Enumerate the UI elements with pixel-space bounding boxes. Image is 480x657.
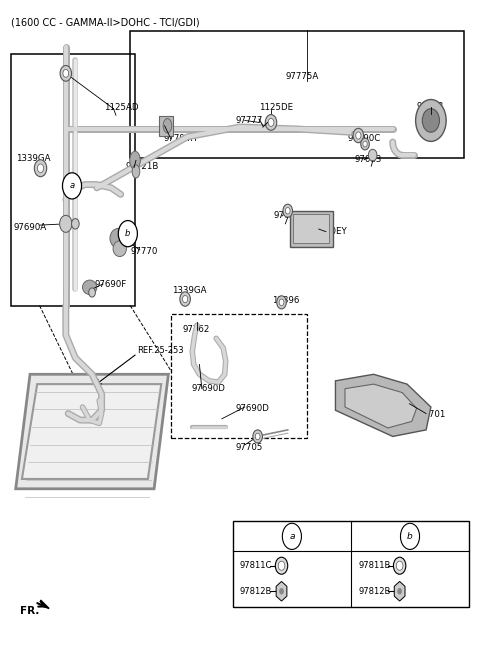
Text: 97811B: 97811B <box>358 561 391 570</box>
Circle shape <box>400 523 420 549</box>
Bar <box>233 522 469 606</box>
Circle shape <box>285 208 290 214</box>
Text: 97812B: 97812B <box>358 587 391 596</box>
Polygon shape <box>345 384 417 428</box>
Circle shape <box>396 561 403 570</box>
Text: 13396: 13396 <box>272 296 300 305</box>
Text: 97690D: 97690D <box>192 384 225 393</box>
Circle shape <box>118 221 137 247</box>
Text: FR.: FR. <box>20 606 39 616</box>
Text: 1339GA: 1339GA <box>16 154 50 163</box>
Circle shape <box>361 138 369 150</box>
Bar <box>171 314 307 438</box>
Circle shape <box>60 215 72 233</box>
Bar <box>11 54 135 306</box>
Text: 1140EY: 1140EY <box>314 227 347 236</box>
Circle shape <box>422 108 440 132</box>
Ellipse shape <box>113 241 126 256</box>
Circle shape <box>279 588 284 595</box>
Circle shape <box>265 114 277 130</box>
Ellipse shape <box>83 280 97 294</box>
Text: 97812B: 97812B <box>240 587 272 596</box>
Circle shape <box>276 557 288 574</box>
Circle shape <box>37 164 44 173</box>
Circle shape <box>277 296 286 309</box>
Text: 97705: 97705 <box>235 443 263 452</box>
Polygon shape <box>394 581 405 601</box>
Circle shape <box>283 204 292 217</box>
Circle shape <box>63 70 69 78</box>
Text: a: a <box>70 181 74 191</box>
Text: 97762: 97762 <box>183 325 210 334</box>
Circle shape <box>363 141 367 147</box>
Text: b: b <box>125 229 131 238</box>
Text: b: b <box>407 532 413 541</box>
Circle shape <box>394 557 406 574</box>
Text: 97777: 97777 <box>235 116 263 125</box>
Circle shape <box>180 292 191 306</box>
Circle shape <box>60 66 72 81</box>
Bar <box>130 31 464 158</box>
Circle shape <box>279 299 284 306</box>
Text: 97794H: 97794H <box>164 134 197 143</box>
Polygon shape <box>16 374 168 489</box>
Circle shape <box>182 296 188 303</box>
Text: 97690A: 97690A <box>13 223 47 232</box>
Text: 97811C: 97811C <box>240 561 272 570</box>
Polygon shape <box>336 374 431 436</box>
Circle shape <box>353 128 364 143</box>
Text: 97770: 97770 <box>130 247 157 256</box>
Circle shape <box>34 160 47 177</box>
Circle shape <box>255 433 260 440</box>
Circle shape <box>72 219 79 229</box>
Polygon shape <box>276 581 287 601</box>
Bar <box>290 211 333 247</box>
Text: (1600 CC - GAMMA-II>DOHC - TCI/GDI): (1600 CC - GAMMA-II>DOHC - TCI/GDI) <box>11 18 200 28</box>
Text: 97690D: 97690D <box>235 404 269 413</box>
Text: 97623: 97623 <box>417 102 444 110</box>
Text: 1125AD: 1125AD <box>104 103 139 112</box>
Ellipse shape <box>130 151 140 170</box>
Circle shape <box>268 118 274 126</box>
Text: 97775A: 97775A <box>285 72 319 81</box>
Text: 97083: 97083 <box>355 155 382 164</box>
Circle shape <box>368 149 377 161</box>
Text: 97690C: 97690C <box>348 134 381 143</box>
Ellipse shape <box>110 229 127 248</box>
Circle shape <box>282 523 301 549</box>
Circle shape <box>62 173 82 199</box>
Text: 97701: 97701 <box>419 411 446 419</box>
Text: 1125DE: 1125DE <box>259 103 293 112</box>
Text: REF.25-253: REF.25-253 <box>137 346 184 355</box>
Polygon shape <box>22 384 161 479</box>
Text: 1339GA: 1339GA <box>172 286 207 295</box>
Circle shape <box>253 430 263 443</box>
Text: a: a <box>289 532 295 541</box>
Bar <box>293 214 329 244</box>
Ellipse shape <box>132 165 140 178</box>
Ellipse shape <box>163 118 172 133</box>
Text: 97690F: 97690F <box>95 279 127 288</box>
Polygon shape <box>40 600 49 608</box>
Circle shape <box>397 588 402 595</box>
Circle shape <box>278 561 285 570</box>
Circle shape <box>356 132 361 139</box>
Text: 97788A: 97788A <box>274 212 307 221</box>
Circle shape <box>416 99 446 141</box>
Circle shape <box>89 288 96 297</box>
Text: 97721B: 97721B <box>125 162 159 171</box>
Bar <box>159 116 173 135</box>
